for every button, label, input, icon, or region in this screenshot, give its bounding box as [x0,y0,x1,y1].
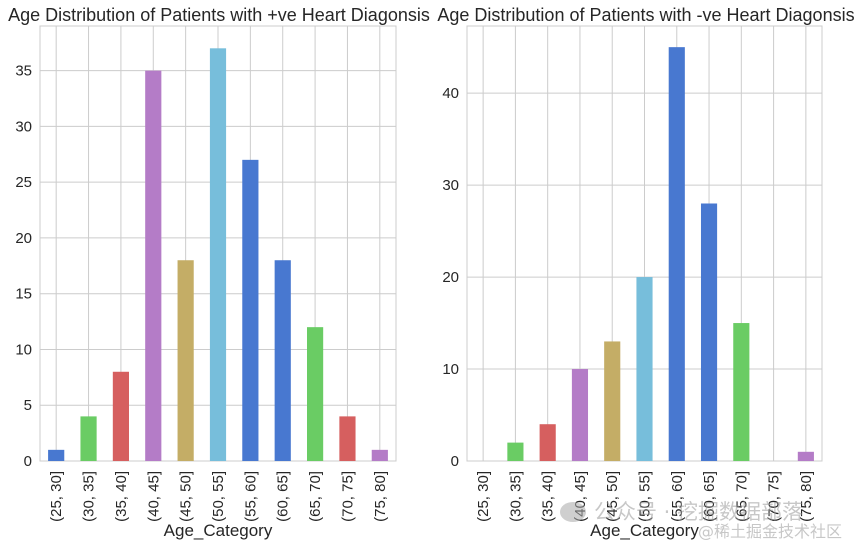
y-tick-label: 0 [24,453,32,470]
y-tick-label: 30 [15,118,32,135]
bar [242,159,259,461]
bar [274,260,291,461]
bar [307,327,324,461]
bar [797,451,814,461]
bar [112,371,129,461]
bar [733,323,750,461]
y-tick-label: 35 [15,63,32,80]
watermark-line2: @稀土掘金技术社区 [698,522,843,541]
bar [539,424,556,461]
bar [177,260,194,461]
bar [636,277,653,461]
x-tick-label: (50, 55] [210,471,227,522]
y-tick-label: 40 [442,85,459,102]
watermark-line1: 公众号 · 挖掘数据部落 [594,500,804,524]
bar [371,449,388,461]
x-tick-label: (60, 65] [275,471,292,522]
bar [145,70,162,461]
y-tick-label: 0 [451,453,459,470]
x-tick-label: (40, 45] [145,471,162,522]
y-tick-label: 30 [442,177,459,194]
x-tick-label: (60, 65] [701,471,718,522]
x-tick-label: (30, 35] [81,471,98,522]
bar [209,48,227,462]
x-tick-label: (45, 50] [178,471,195,522]
x-tick-label: (55, 60] [669,471,686,522]
x-tick-label: (55, 60] [242,471,259,522]
bar [700,203,718,461]
x-axis-label: Age_Category [590,521,699,540]
bar [604,341,621,461]
y-tick-label: 20 [15,230,32,247]
chart-title: Age Distribution of Patients with -ve He… [437,5,854,25]
x-tick-label: (65, 70] [733,471,750,522]
chart-title: Age Distribution of Patients with +ve He… [8,5,430,25]
x-tick-label: (65, 70] [307,471,324,522]
x-tick-label: (35, 40] [540,471,557,522]
x-tick-label: (25, 30] [48,471,65,522]
bar [507,442,524,461]
watermark: 公众号 · 挖掘数据部落 @稀土掘金技术社区 [556,494,856,542]
wechat-icon [560,502,586,522]
bar [339,416,356,461]
x-tick-label: (35, 40] [113,471,130,522]
y-tick-label: 5 [24,397,32,414]
bar [48,449,65,461]
bar [80,416,97,461]
y-tick-label: 10 [442,361,459,378]
bar [668,47,685,461]
y-tick-label: 10 [15,341,32,358]
x-tick-label: (50, 55] [637,471,654,522]
x-tick-label: (70, 75] [766,471,783,522]
x-tick-label: (75, 80] [372,471,389,522]
x-tick-label: (25, 30] [475,471,492,522]
y-tick-label: 25 [15,174,32,191]
x-axis-label: Age_Category [164,521,273,540]
x-tick-label: (30, 35] [507,471,524,522]
y-tick-label: 20 [442,269,459,286]
x-tick-label: (75, 80] [798,471,815,522]
x-tick-label: (45, 50] [604,471,621,522]
bar [571,369,589,461]
x-tick-label: (70, 75] [339,471,356,522]
y-tick-label: 15 [15,286,32,303]
